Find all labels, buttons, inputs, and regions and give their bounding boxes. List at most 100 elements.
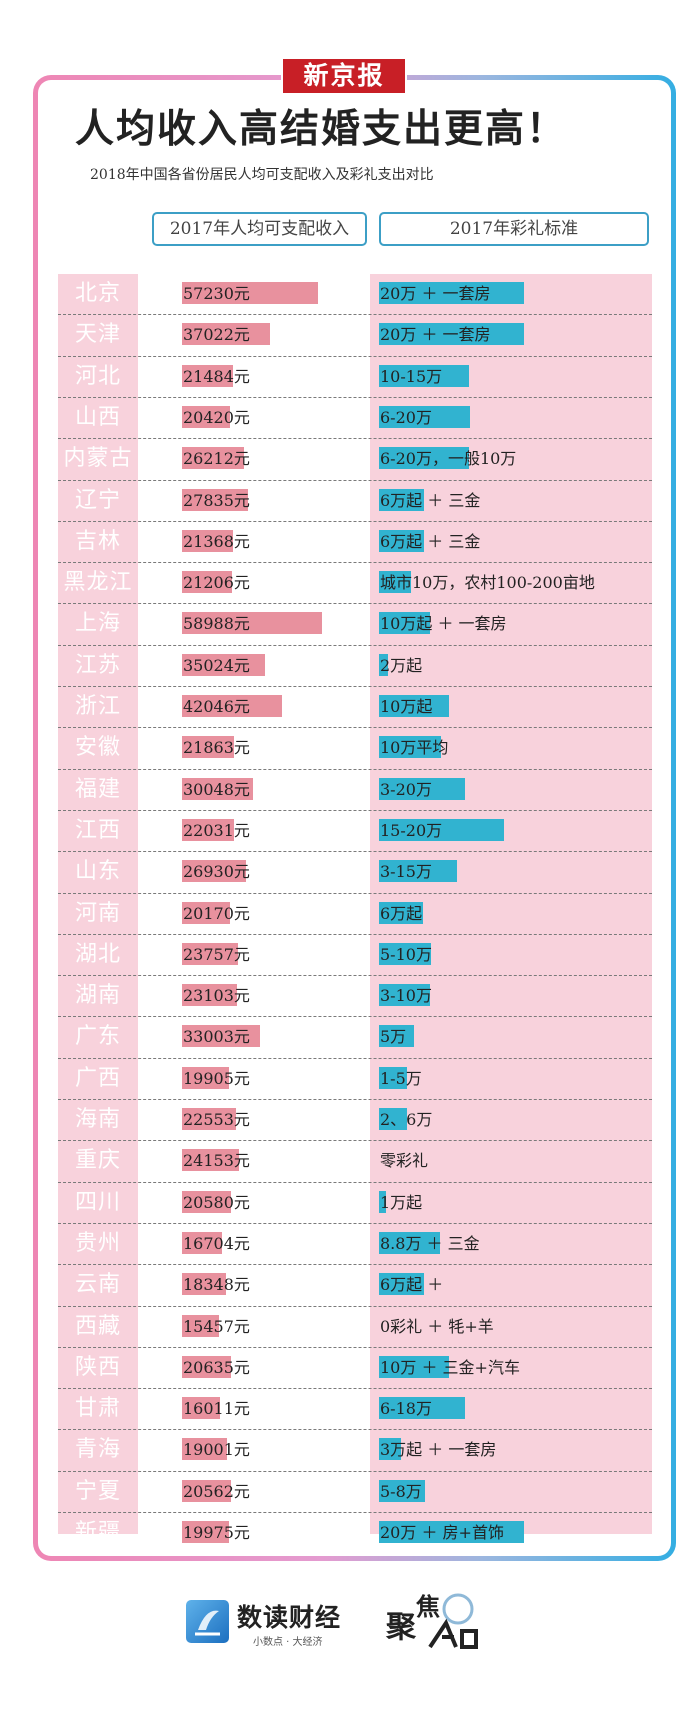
- bride-price-label: 6万起: [380, 903, 423, 923]
- footer-slogan: 小数点 · 大经济: [253, 1637, 323, 1648]
- bride-price-label: 5万: [380, 1027, 407, 1047]
- table-row: 安徽 21863元 10万平均: [58, 727, 652, 768]
- bride-price-bar: [379, 942, 432, 965]
- footer-brand-name: 数读财经: [237, 1603, 342, 1632]
- chart-subtitle: 2018年中国各省份居民人均可支配收入及彩礼支出对比: [90, 167, 434, 183]
- income-bar: [182, 488, 249, 511]
- bride-price-label: 城市10万，农村100-200亩地: [380, 573, 595, 593]
- province-label: 西藏: [74, 1313, 121, 1339]
- row-separator: [58, 1016, 652, 1018]
- income-bar: [182, 1066, 230, 1089]
- svg-text:聚: 聚: [385, 1610, 417, 1645]
- bride-price-bar: [379, 1273, 424, 1296]
- row-separator: [58, 768, 652, 770]
- bride-price-label: 6-18万: [380, 1399, 432, 1419]
- province-label: 内蒙古: [63, 446, 133, 472]
- income-bar: [182, 1521, 230, 1543]
- bride-price-bar: [379, 488, 424, 511]
- row-separator: [58, 1429, 652, 1431]
- row-separator: [58, 933, 652, 935]
- bride-price-bar: [379, 405, 471, 428]
- province-label: 重庆: [74, 1148, 121, 1174]
- income-value-label: 35024元: [183, 655, 250, 675]
- table-row: 江苏 35024元 2万起: [58, 645, 652, 686]
- bride-price-bar: [379, 1231, 440, 1254]
- province-label: 安徽: [74, 735, 121, 761]
- bride-price-bar: [379, 695, 449, 717]
- bride-price-label: 10万平均: [380, 738, 449, 758]
- income-bar: [182, 1149, 240, 1172]
- province-label: 江西: [74, 817, 121, 843]
- income-value-label: 30048元: [183, 779, 250, 799]
- income-value-label: 26212元: [183, 449, 250, 469]
- table-row: 河北 21484元 10-15万: [58, 356, 652, 397]
- row-separator: [58, 892, 652, 894]
- table-row: 黑龙江 21206元 城市10万，农村100-200亩地: [58, 562, 652, 603]
- income-value-label: 15457元: [183, 1316, 250, 1336]
- bride-price-label: 3-20万: [380, 779, 432, 799]
- row-separator: [58, 1388, 652, 1390]
- bride-price-label: 6-20万: [380, 407, 432, 427]
- bride-price-label: 3-10万: [380, 986, 432, 1006]
- row-separator: [58, 562, 652, 564]
- bride-price-bar: [379, 1397, 465, 1420]
- province-label: 天津: [74, 322, 121, 348]
- row-separator: [58, 686, 652, 687]
- row-separator: [58, 314, 652, 316]
- province-label: 黑龙江: [63, 570, 133, 596]
- row-separator: [58, 1181, 652, 1183]
- table-row: 福建 30048元 3-20万: [58, 769, 652, 810]
- row-separator: [58, 1057, 652, 1059]
- bride-price-bar: [379, 1521, 524, 1543]
- bride-price-column-header: 2017年彩礼标准: [379, 212, 649, 246]
- brand-logo: 新京报: [281, 57, 407, 95]
- income-value-label: 23757元: [183, 944, 250, 964]
- focus-seal: 聚 焦: [380, 1585, 490, 1659]
- bride-price-bar: [379, 282, 524, 304]
- bride-price-bar: [379, 860, 458, 883]
- province-label: 北京: [74, 281, 121, 306]
- row-separator: [58, 644, 652, 646]
- bride-price-bar: [379, 1479, 426, 1502]
- province-label: 湖北: [74, 941, 121, 967]
- bride-price-label: 0彩礼 ＋ 牦+羊: [380, 1316, 494, 1336]
- income-value-label: 26930元: [183, 862, 250, 882]
- bride-price-label: 15-20万: [380, 820, 443, 840]
- row-separator: [58, 727, 652, 729]
- province-label: 上海: [74, 611, 121, 637]
- income-value-label: 16011元: [183, 1399, 250, 1419]
- bride-price-label: 1万起: [380, 1192, 423, 1212]
- bride-price-label: 2万起: [380, 655, 423, 675]
- bride-price-bar: [379, 984, 430, 1007]
- province-label: 吉林: [74, 528, 121, 554]
- table-row: 浙江 42046元 10万起: [58, 686, 652, 727]
- bride-price-label: 10万 ＋ 三金+汽车: [380, 1357, 520, 1377]
- bride-price-bar: [379, 612, 430, 635]
- income-value-label: 27835元: [183, 490, 250, 510]
- province-label: 海南: [74, 1107, 121, 1132]
- income-bar: [182, 571, 233, 594]
- income-bar: [182, 777, 254, 800]
- table-row: 江西 22031元 15-20万: [58, 810, 652, 851]
- bride-price-label: 20万 ＋ 一套房: [380, 284, 491, 303]
- province-label: 浙江: [74, 694, 121, 719]
- bride-price-bar: [379, 818, 504, 841]
- focus-seal-lettering: 聚 焦: [385, 1592, 440, 1645]
- province-label: 云南: [74, 1272, 121, 1298]
- income-value-label: 42046元: [183, 697, 250, 716]
- income-value-label: 21368元: [183, 531, 250, 551]
- row-separator: [58, 1512, 652, 1513]
- table-row: 辽宁 27835元 6万起 ＋ 三金: [58, 480, 652, 521]
- income-value-label: 37022元: [183, 325, 250, 345]
- province-label: 山东: [74, 859, 121, 885]
- province-label: 贵州: [74, 1230, 121, 1256]
- income-value-label: 21484元: [183, 366, 250, 386]
- province-label: 甘肃: [74, 1396, 121, 1422]
- table-row: 河南 20170元 6万起: [58, 893, 652, 934]
- bride-price-bar: [379, 323, 524, 346]
- row-separator: [58, 438, 652, 440]
- table-row: 天津 37022元 20万 ＋ 一套房: [58, 314, 652, 355]
- income-bar: [182, 1397, 220, 1420]
- income-value-label: 23103元: [183, 986, 250, 1006]
- row-separator: [58, 809, 652, 811]
